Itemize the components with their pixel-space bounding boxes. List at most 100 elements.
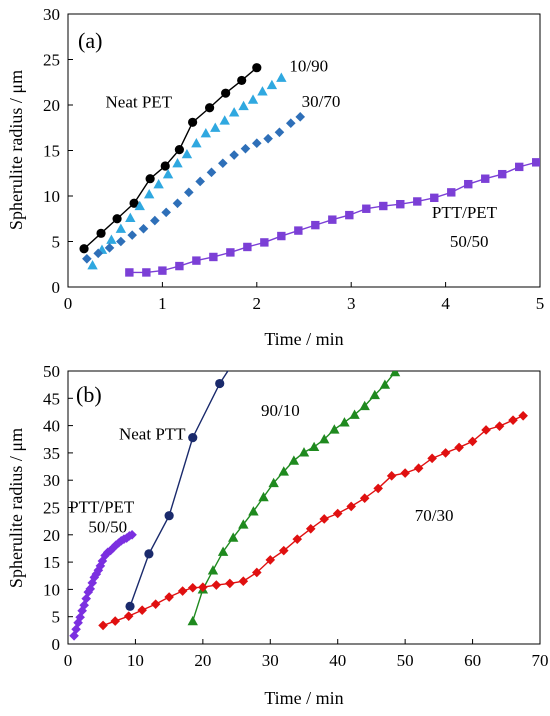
data-point	[137, 605, 147, 615]
data-point	[339, 417, 350, 427]
data-point	[175, 261, 184, 271]
series-10-90	[87, 72, 287, 270]
data-point	[362, 204, 371, 213]
data-point	[359, 493, 370, 504]
plot-area-frame	[67, 370, 541, 645]
data-point	[127, 530, 137, 540]
x-tick-label: 50	[397, 651, 414, 670]
data-point	[125, 268, 134, 277]
annotation-label: 50/50	[450, 232, 489, 251]
annotation-label: PTT/PET	[69, 497, 135, 516]
annotation-label: Neat PET	[106, 93, 173, 112]
data-point	[260, 238, 269, 247]
series-layer	[69, 358, 528, 641]
data-point	[162, 168, 174, 179]
data-point	[79, 244, 89, 254]
data-point	[123, 611, 134, 621]
y-tick-label: 5	[52, 608, 61, 627]
y-tick-label: 50	[43, 362, 60, 381]
data-point	[229, 358, 238, 367]
data-point	[125, 601, 135, 611]
data-point	[440, 448, 451, 458]
x-tick-label: 2	[253, 294, 262, 313]
data-point	[104, 243, 115, 253]
data-point	[164, 592, 174, 602]
data-point	[252, 138, 262, 149]
data-point	[369, 389, 380, 400]
data-point	[96, 228, 106, 238]
data-point	[207, 565, 219, 575]
series-layer	[79, 63, 540, 277]
y-tick-label: 5	[52, 233, 61, 252]
axis-ticks: 0 10 20 30 40 50 60 70 0 5 10 15 20 25 30 35 40 45 50	[43, 362, 549, 670]
data-point	[346, 501, 356, 512]
data-point	[150, 599, 161, 609]
data-point	[292, 534, 303, 544]
y-tick-label: 0	[52, 635, 61, 654]
data-point	[349, 409, 360, 419]
y-tick-label: 20	[43, 526, 60, 545]
y-tick-label: 10	[43, 187, 60, 206]
data-point	[181, 148, 193, 159]
panel-b: (b) 0 10 20 30 40 50 60 7005101520253035404550 …	[6, 358, 549, 708]
x-tick-label: 0	[64, 651, 73, 670]
data-point	[229, 150, 239, 160]
data-point	[153, 178, 164, 189]
data-point	[298, 447, 310, 457]
y-tick-label: 15	[43, 142, 60, 161]
data-point	[379, 379, 391, 389]
data-point	[277, 231, 286, 241]
x-tick-label: 30	[262, 651, 279, 670]
series-ptt-pet-50-50	[125, 158, 540, 277]
y-tick-label: 35	[43, 444, 60, 463]
data-point	[85, 584, 96, 594]
x-tick-label: 40	[329, 651, 346, 670]
data-point	[319, 514, 330, 524]
data-point	[95, 561, 106, 571]
x-tick-label: 3	[347, 294, 356, 313]
x-tick-label: 60	[464, 651, 481, 670]
data-point	[240, 143, 251, 154]
data-point	[211, 580, 222, 590]
axis-ticks: 0 1 2 3 4 5 0 5 10 15 20 25 30	[43, 5, 544, 313]
data-point	[145, 174, 155, 184]
data-point	[125, 212, 136, 222]
x-tick-label: 5	[536, 294, 545, 313]
data-point	[467, 436, 478, 447]
series-30-70	[82, 112, 306, 264]
data-point	[110, 616, 120, 626]
data-point	[515, 162, 524, 172]
data-point	[447, 188, 456, 197]
x-tick-label: 0	[64, 294, 73, 313]
data-point	[508, 415, 518, 425]
data-point	[389, 371, 401, 377]
x-tick-label: 4	[441, 294, 450, 313]
data-point	[93, 248, 104, 259]
data-point	[481, 425, 491, 435]
data-point	[278, 466, 289, 476]
data-point	[328, 215, 337, 224]
data-point	[311, 220, 320, 230]
data-point	[127, 230, 137, 240]
data-point	[413, 197, 422, 206]
data-point	[81, 593, 92, 604]
data-point	[228, 532, 239, 542]
data-point	[143, 188, 155, 199]
annotation-label: 90/10	[261, 401, 300, 420]
data-point	[191, 138, 202, 148]
data-point	[200, 128, 212, 138]
annotation-label: 50/50	[88, 518, 127, 537]
data-point	[305, 523, 316, 534]
data-point	[98, 620, 108, 631]
data-point	[430, 193, 439, 203]
data-point	[82, 253, 92, 264]
data-point	[209, 252, 218, 262]
data-point	[188, 117, 198, 127]
data-point	[150, 215, 160, 226]
x-tick-label: 1	[158, 294, 167, 313]
y-axis-label: Spherulite radius / μm	[6, 428, 26, 588]
series-line	[129, 371, 229, 607]
data-point	[172, 198, 183, 209]
data-point	[164, 511, 174, 521]
data-point	[228, 107, 240, 117]
